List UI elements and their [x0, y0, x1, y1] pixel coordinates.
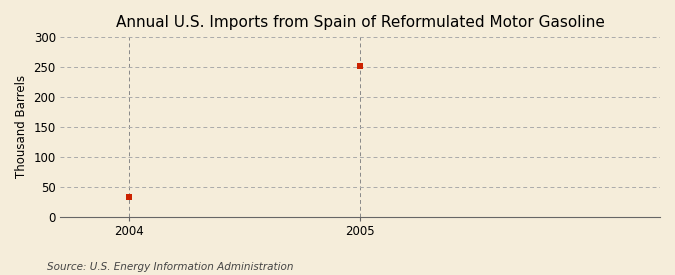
Title: Annual U.S. Imports from Spain of Reformulated Motor Gasoline: Annual U.S. Imports from Spain of Reform…: [115, 15, 604, 30]
Y-axis label: Thousand Barrels: Thousand Barrels: [15, 75, 28, 178]
Text: Source: U.S. Energy Information Administration: Source: U.S. Energy Information Administ…: [47, 262, 294, 272]
